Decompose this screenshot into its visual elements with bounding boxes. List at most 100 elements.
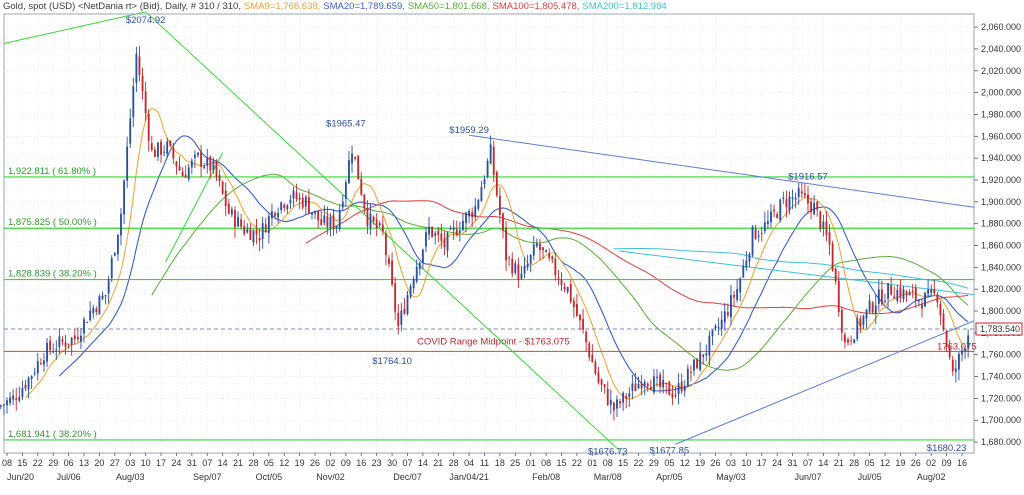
candle-body	[113, 252, 116, 256]
candle-body	[807, 194, 809, 204]
x-day-label: 26	[911, 458, 921, 468]
candle-body	[575, 303, 578, 316]
candle-body	[160, 141, 162, 155]
candle-body	[267, 215, 270, 233]
candle-body	[763, 222, 766, 232]
candle-body	[797, 188, 800, 197]
candle-body	[514, 263, 517, 274]
x-day-label: 07	[202, 458, 212, 468]
candle-body	[49, 340, 52, 351]
candle-body	[452, 227, 455, 230]
candle-body	[702, 354, 705, 358]
x-day-label: 22	[33, 458, 43, 468]
x-day-label: 06	[64, 458, 74, 468]
candle-body	[902, 289, 905, 300]
candle-body	[341, 201, 344, 208]
candle-body	[197, 152, 199, 156]
candle-body	[874, 305, 877, 314]
candle-body	[150, 143, 153, 150]
trendline-desc-blue	[469, 134, 975, 208]
x-day-label: 28	[248, 458, 258, 468]
candle-body	[757, 235, 760, 237]
x-day-label: 10	[741, 458, 751, 468]
candle-body	[264, 224, 267, 233]
candle-body	[107, 279, 110, 294]
candle-body	[733, 294, 735, 298]
candle-body	[224, 190, 227, 207]
candle-body	[532, 244, 535, 256]
y-tick-label: 1,960.000	[981, 131, 1021, 141]
y-tick-label: 1,920.000	[981, 175, 1021, 185]
candle-body	[569, 284, 572, 302]
candle-body	[625, 395, 628, 399]
candle-body	[129, 118, 132, 144]
candle-body	[511, 258, 514, 274]
candle-body	[468, 210, 471, 217]
x-month-label: Aug/03	[116, 472, 145, 482]
candle-body	[856, 317, 859, 340]
covid-midpoint-right-label: 1763.075	[937, 341, 977, 352]
x-day-label: 02	[926, 458, 936, 468]
candle-body	[292, 190, 295, 199]
candle-body	[954, 368, 957, 372]
candle-body	[890, 285, 893, 295]
candle-body	[187, 167, 190, 180]
candle-body	[748, 253, 751, 262]
candle-body	[286, 205, 289, 210]
candle-body	[298, 197, 301, 200]
candle-body	[730, 295, 732, 318]
x-day-label: 07	[803, 458, 813, 468]
candle-body	[166, 141, 169, 154]
candle-body	[388, 258, 390, 264]
candle-body	[643, 382, 646, 386]
x-day-label: 11	[480, 458, 489, 468]
candle-body	[329, 217, 332, 228]
candle-body	[939, 303, 942, 316]
plot-area	[3, 13, 975, 454]
candle-body	[936, 295, 939, 303]
candle-body	[865, 309, 868, 319]
candle-body	[24, 384, 27, 389]
y-tick-label: 1,940.000	[981, 153, 1021, 163]
sma200-line	[613, 248, 969, 289]
candle-body	[80, 335, 82, 342]
candle-body	[144, 91, 147, 114]
x-day-label: 21	[834, 458, 844, 468]
candle-body	[18, 397, 21, 401]
x-day-label: 28	[449, 458, 459, 468]
candle-body	[893, 296, 896, 299]
candle-body	[52, 351, 55, 353]
sma100-legend: SMA100=1,805.478,	[492, 1, 580, 12]
candle-body	[258, 237, 261, 241]
candle-body	[831, 243, 834, 271]
candle-body	[557, 278, 560, 280]
candle-body	[899, 287, 902, 298]
candle-body	[280, 202, 283, 210]
candle-body	[850, 340, 853, 342]
x-day-label: 28	[849, 458, 859, 468]
candle-body	[517, 264, 520, 281]
candle-body	[363, 194, 366, 209]
candle-body	[184, 174, 187, 178]
candle-body	[175, 161, 178, 167]
candle-body	[193, 154, 196, 158]
candle-body	[465, 213, 467, 224]
candle-body	[36, 361, 39, 374]
candle-body	[844, 334, 846, 343]
candle-body	[366, 207, 369, 227]
x-day-label: 09	[942, 458, 952, 468]
candle-body	[705, 353, 708, 356]
candle-body	[9, 397, 12, 404]
candle-body	[83, 319, 85, 334]
candle-body	[606, 388, 609, 405]
candle-body	[594, 361, 597, 374]
candle-body	[15, 398, 18, 401]
x-day-label: 23	[372, 458, 382, 468]
x-day-label: 05	[664, 458, 674, 468]
candle-body	[227, 203, 230, 214]
y-tick-label: 1,760.000	[981, 350, 1021, 360]
candle-body	[699, 352, 702, 371]
candle-body	[104, 295, 107, 297]
candle-body	[683, 386, 686, 391]
candle-body	[896, 289, 899, 301]
